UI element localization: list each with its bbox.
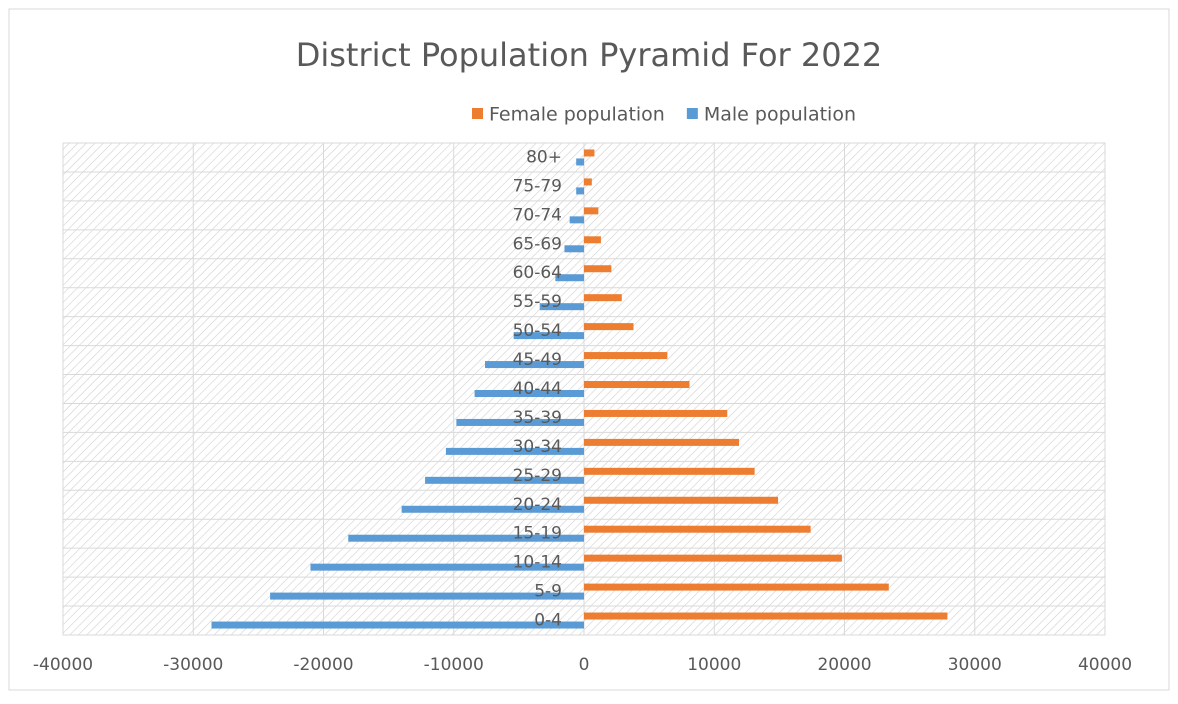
bar [584, 612, 948, 620]
bar [584, 554, 842, 562]
bar [569, 216, 584, 224]
y-tick-label: 15-19 [513, 524, 562, 544]
x-tick-label: -30000 [163, 655, 223, 675]
y-tick-label: 60-64 [513, 263, 562, 283]
bar [576, 187, 584, 195]
bar [425, 476, 584, 484]
y-tick-label: 35-39 [513, 408, 562, 428]
bar [401, 505, 584, 513]
bar [211, 621, 585, 629]
x-tick-label: -20000 [293, 655, 353, 675]
bar [513, 332, 584, 340]
bar [584, 525, 811, 533]
bar [348, 534, 584, 542]
bar [584, 236, 601, 244]
bar [584, 294, 622, 302]
x-tick-label: 0 [579, 655, 590, 675]
bar [456, 418, 584, 426]
bar [576, 158, 584, 166]
bar [584, 409, 728, 417]
bar [539, 303, 584, 311]
bar [584, 467, 755, 475]
legend-label: Female population [489, 104, 665, 126]
y-tick-label: 0-4 [534, 611, 562, 631]
bar [584, 207, 599, 215]
bar [485, 361, 584, 369]
bar [584, 352, 668, 360]
bar [564, 245, 584, 253]
bar [474, 390, 584, 397]
bar [584, 178, 592, 186]
bar [584, 496, 779, 504]
bar [270, 592, 584, 600]
bar [584, 438, 739, 446]
legend-swatch [686, 108, 698, 119]
bar [584, 583, 889, 591]
chart-title: District Population Pyramid For 2022 [296, 36, 883, 74]
bar [584, 265, 612, 273]
y-tick-label: 65-69 [513, 234, 562, 254]
x-tick-label: 10000 [687, 655, 741, 675]
y-tick-label: 30-34 [513, 437, 562, 457]
bar [584, 323, 634, 331]
y-tick-label: 50-54 [513, 321, 562, 341]
y-tick-label: 25-29 [513, 466, 562, 486]
bar [555, 274, 584, 282]
legend-label: Male population [704, 104, 856, 126]
y-tick-label: 5-9 [534, 582, 562, 602]
x-tick-label: -10000 [424, 655, 484, 675]
bar [584, 149, 595, 157]
x-tick-label: 20000 [817, 655, 871, 675]
y-tick-label: 20-24 [513, 495, 562, 515]
x-tick-label: 40000 [1078, 655, 1132, 675]
legend-swatch [472, 108, 483, 119]
x-tick-label: -40000 [33, 655, 93, 675]
y-tick-label: 75-79 [513, 176, 562, 196]
bar [445, 447, 584, 455]
y-tick-label: 40-44 [513, 379, 562, 399]
y-tick-label: 45-49 [513, 350, 562, 370]
bar [584, 381, 690, 388]
bar [310, 563, 584, 571]
y-tick-label: 55-59 [513, 292, 562, 312]
y-tick-label: 10-14 [513, 553, 562, 573]
x-tick-label: 30000 [948, 655, 1002, 675]
y-tick-label: 80+ [526, 147, 562, 167]
y-tick-label: 70-74 [513, 205, 562, 225]
